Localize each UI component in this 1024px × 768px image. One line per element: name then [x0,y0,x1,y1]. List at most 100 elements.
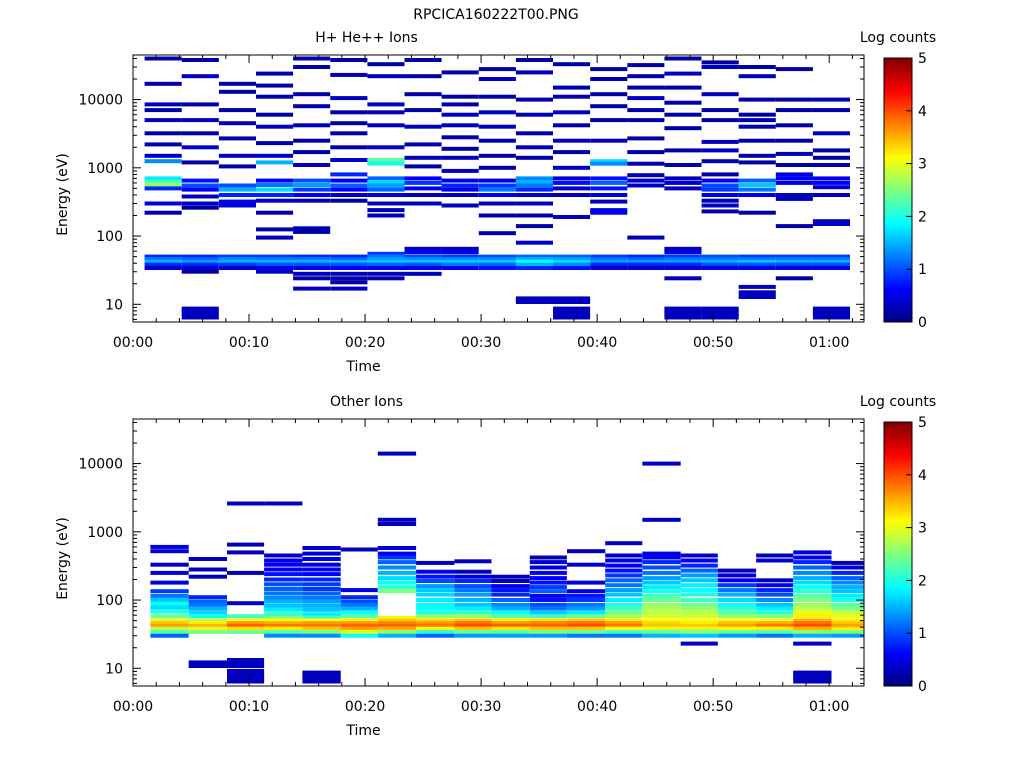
colorbar-segment [884,585,912,589]
heatmap-cell [454,610,492,615]
heatmap-cell [738,97,776,102]
heatmap-cell [775,276,813,281]
heatmap-cell [330,96,368,101]
heatmap-cell [605,598,643,602]
heatmap-cell [367,193,405,197]
heatmap-cell [793,670,832,676]
heatmap-cell [701,306,739,312]
heatmap-cell [590,176,628,181]
heatmap-cell [293,271,331,276]
heatmap-cell [478,138,516,143]
heatmap-cell [605,630,643,634]
colorbar-segment [884,422,912,426]
heatmap-cell [590,138,628,143]
heatmap-cell [188,663,227,668]
heatmap-cell [553,94,591,99]
heatmap-cell [150,618,189,623]
colorbar-segment [884,253,912,257]
heatmap-cell [642,576,681,581]
colorbar-segment [884,609,912,613]
heatmap-cell [738,118,776,123]
heatmap-cell [218,108,256,113]
heatmap-cell [416,588,455,593]
heatmap-cell [293,266,331,270]
heatmap-cell [567,610,606,615]
heatmap-cell [404,108,442,113]
colorbar-segment [884,116,912,120]
heatmap-cell [256,178,294,183]
colorbar-segment [884,540,912,544]
colorbar-tick-label: 1 [918,626,927,642]
heatmap-cell [605,541,643,546]
heatmap-cell [590,159,628,164]
heatmap-cell [264,572,303,577]
colorbar-segment [884,319,912,323]
heatmap-cell [590,92,628,97]
heatmap-cell [144,254,182,259]
heatmap-cell [553,138,591,143]
colorbar-segment [884,643,912,647]
figure-title: RPCICA160222T00.PNG [413,7,578,23]
heatmap-cell [812,306,850,312]
x-tick-label: 00:30 [461,699,501,715]
heatmap-cell [738,65,776,69]
heatmap-cell [416,621,455,626]
heatmap-cell [738,262,776,267]
colorbar-segment [884,482,912,486]
heatmap-cell [680,610,718,615]
heatmap-cell [144,159,182,164]
heatmap-cell [404,266,442,270]
heatmap-cell [567,589,606,594]
heatmap-cell [664,310,702,316]
heatmap-cell [491,630,530,634]
colorbar-segment [884,121,912,125]
heatmap-cell [256,94,294,99]
heatmap-cell [553,176,591,181]
colorbar-segment [884,203,912,207]
heatmap-cell [218,193,256,197]
heatmap-cells [150,451,864,684]
colorbar-segment [884,269,912,273]
heatmap-cell [340,599,378,604]
heatmap-cell [831,606,864,611]
heatmap-cell [627,178,665,183]
colorbar-segment [884,445,912,449]
heatmap-cell [340,547,378,552]
heatmap-cell [553,314,591,320]
colorbar-segment [884,577,912,581]
colorbar-segment [884,485,912,489]
heatmap-cell [188,574,227,579]
heatmap-cell [831,598,864,602]
colorbar-segment [884,245,912,249]
heatmap-cell [717,578,757,583]
heatmap-cell [717,602,757,607]
heatmap-cell [302,607,341,612]
colorbar-segment [884,451,912,455]
heatmap-cell [416,574,455,579]
colorbar-segment [884,298,912,302]
heatmap-cell [515,299,553,304]
heatmap-cell [377,546,417,550]
heatmap-cell [590,210,628,215]
heatmap-cell [264,633,303,638]
heatmap-cell [264,615,303,620]
heatmap-cell [441,193,479,197]
colorbar-tick-label: 3 [918,521,927,537]
y-axis-label: Energy (eV) [55,153,71,236]
heatmap-cell [367,257,405,262]
heatmap-cell [264,630,303,634]
heatmap-cell [515,70,553,75]
heatmap-cell [793,626,832,631]
heatmap-cell [701,159,739,164]
heatmap-cell [642,633,681,638]
colorbar-segment [884,155,912,159]
colorbar-segment [884,68,912,72]
heatmap-cell [188,599,227,604]
heatmap-cell [367,201,405,206]
heatmap-cell [454,630,492,634]
colorbar-segment [884,129,912,133]
colorbar-segment [884,627,912,631]
heatmap-cell [330,254,368,259]
colorbar-segment [884,226,912,230]
colorbar-segment [884,311,912,315]
